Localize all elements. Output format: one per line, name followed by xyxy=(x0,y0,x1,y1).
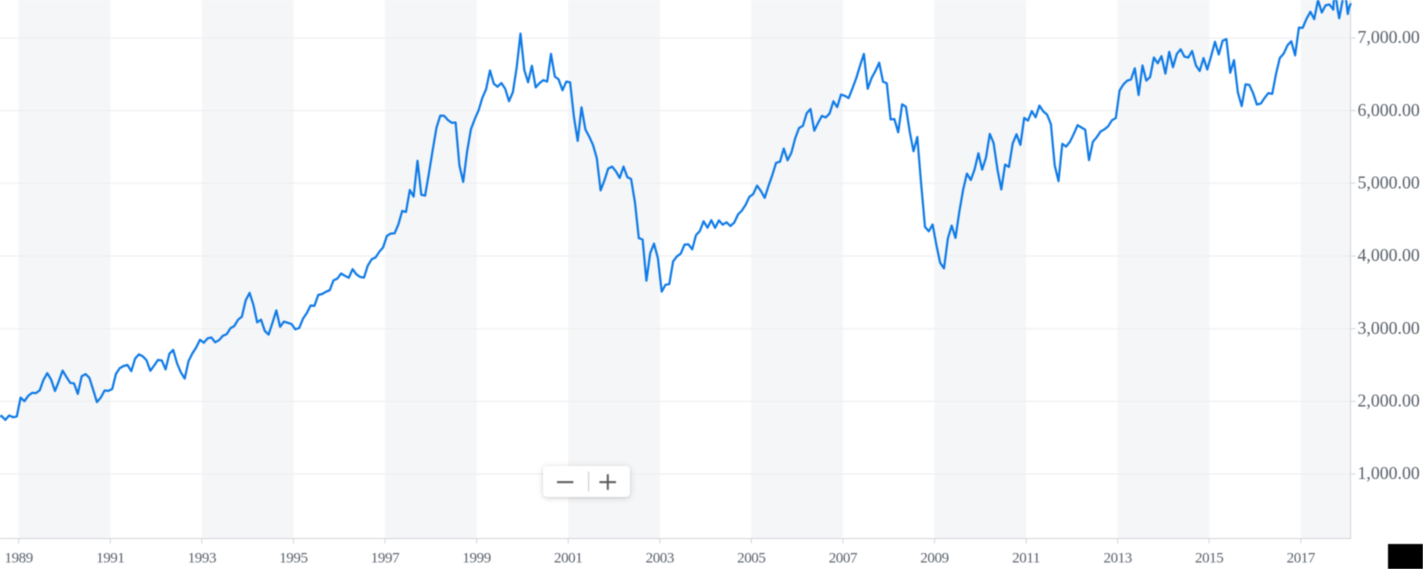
svg-text:2017: 2017 xyxy=(1287,550,1316,566)
svg-text:2015: 2015 xyxy=(1195,550,1223,566)
svg-text:1997: 1997 xyxy=(371,550,400,566)
svg-text:5,000.00: 5,000.00 xyxy=(1358,173,1420,193)
svg-text:2001: 2001 xyxy=(554,550,582,566)
svg-text:1993: 1993 xyxy=(188,550,216,566)
svg-text:4,000.00: 4,000.00 xyxy=(1358,245,1420,265)
svg-text:3,000.00: 3,000.00 xyxy=(1358,318,1420,338)
svg-text:1999: 1999 xyxy=(462,550,490,566)
svg-text:1991: 1991 xyxy=(96,550,124,566)
svg-text:2011: 2011 xyxy=(1012,550,1040,566)
svg-text:1989: 1989 xyxy=(4,550,32,566)
svg-text:6,000.00: 6,000.00 xyxy=(1358,100,1420,120)
svg-text:2013: 2013 xyxy=(1103,550,1131,566)
svg-text:2009: 2009 xyxy=(920,550,948,566)
svg-text:2,000.00: 2,000.00 xyxy=(1358,391,1420,411)
svg-text:2003: 2003 xyxy=(646,550,674,566)
svg-text:2007: 2007 xyxy=(829,550,858,566)
svg-text:1,000.00: 1,000.00 xyxy=(1358,463,1420,483)
svg-text:7,000.00: 7,000.00 xyxy=(1358,27,1420,47)
svg-text:2005: 2005 xyxy=(737,550,765,566)
svg-text:1995: 1995 xyxy=(279,550,307,566)
